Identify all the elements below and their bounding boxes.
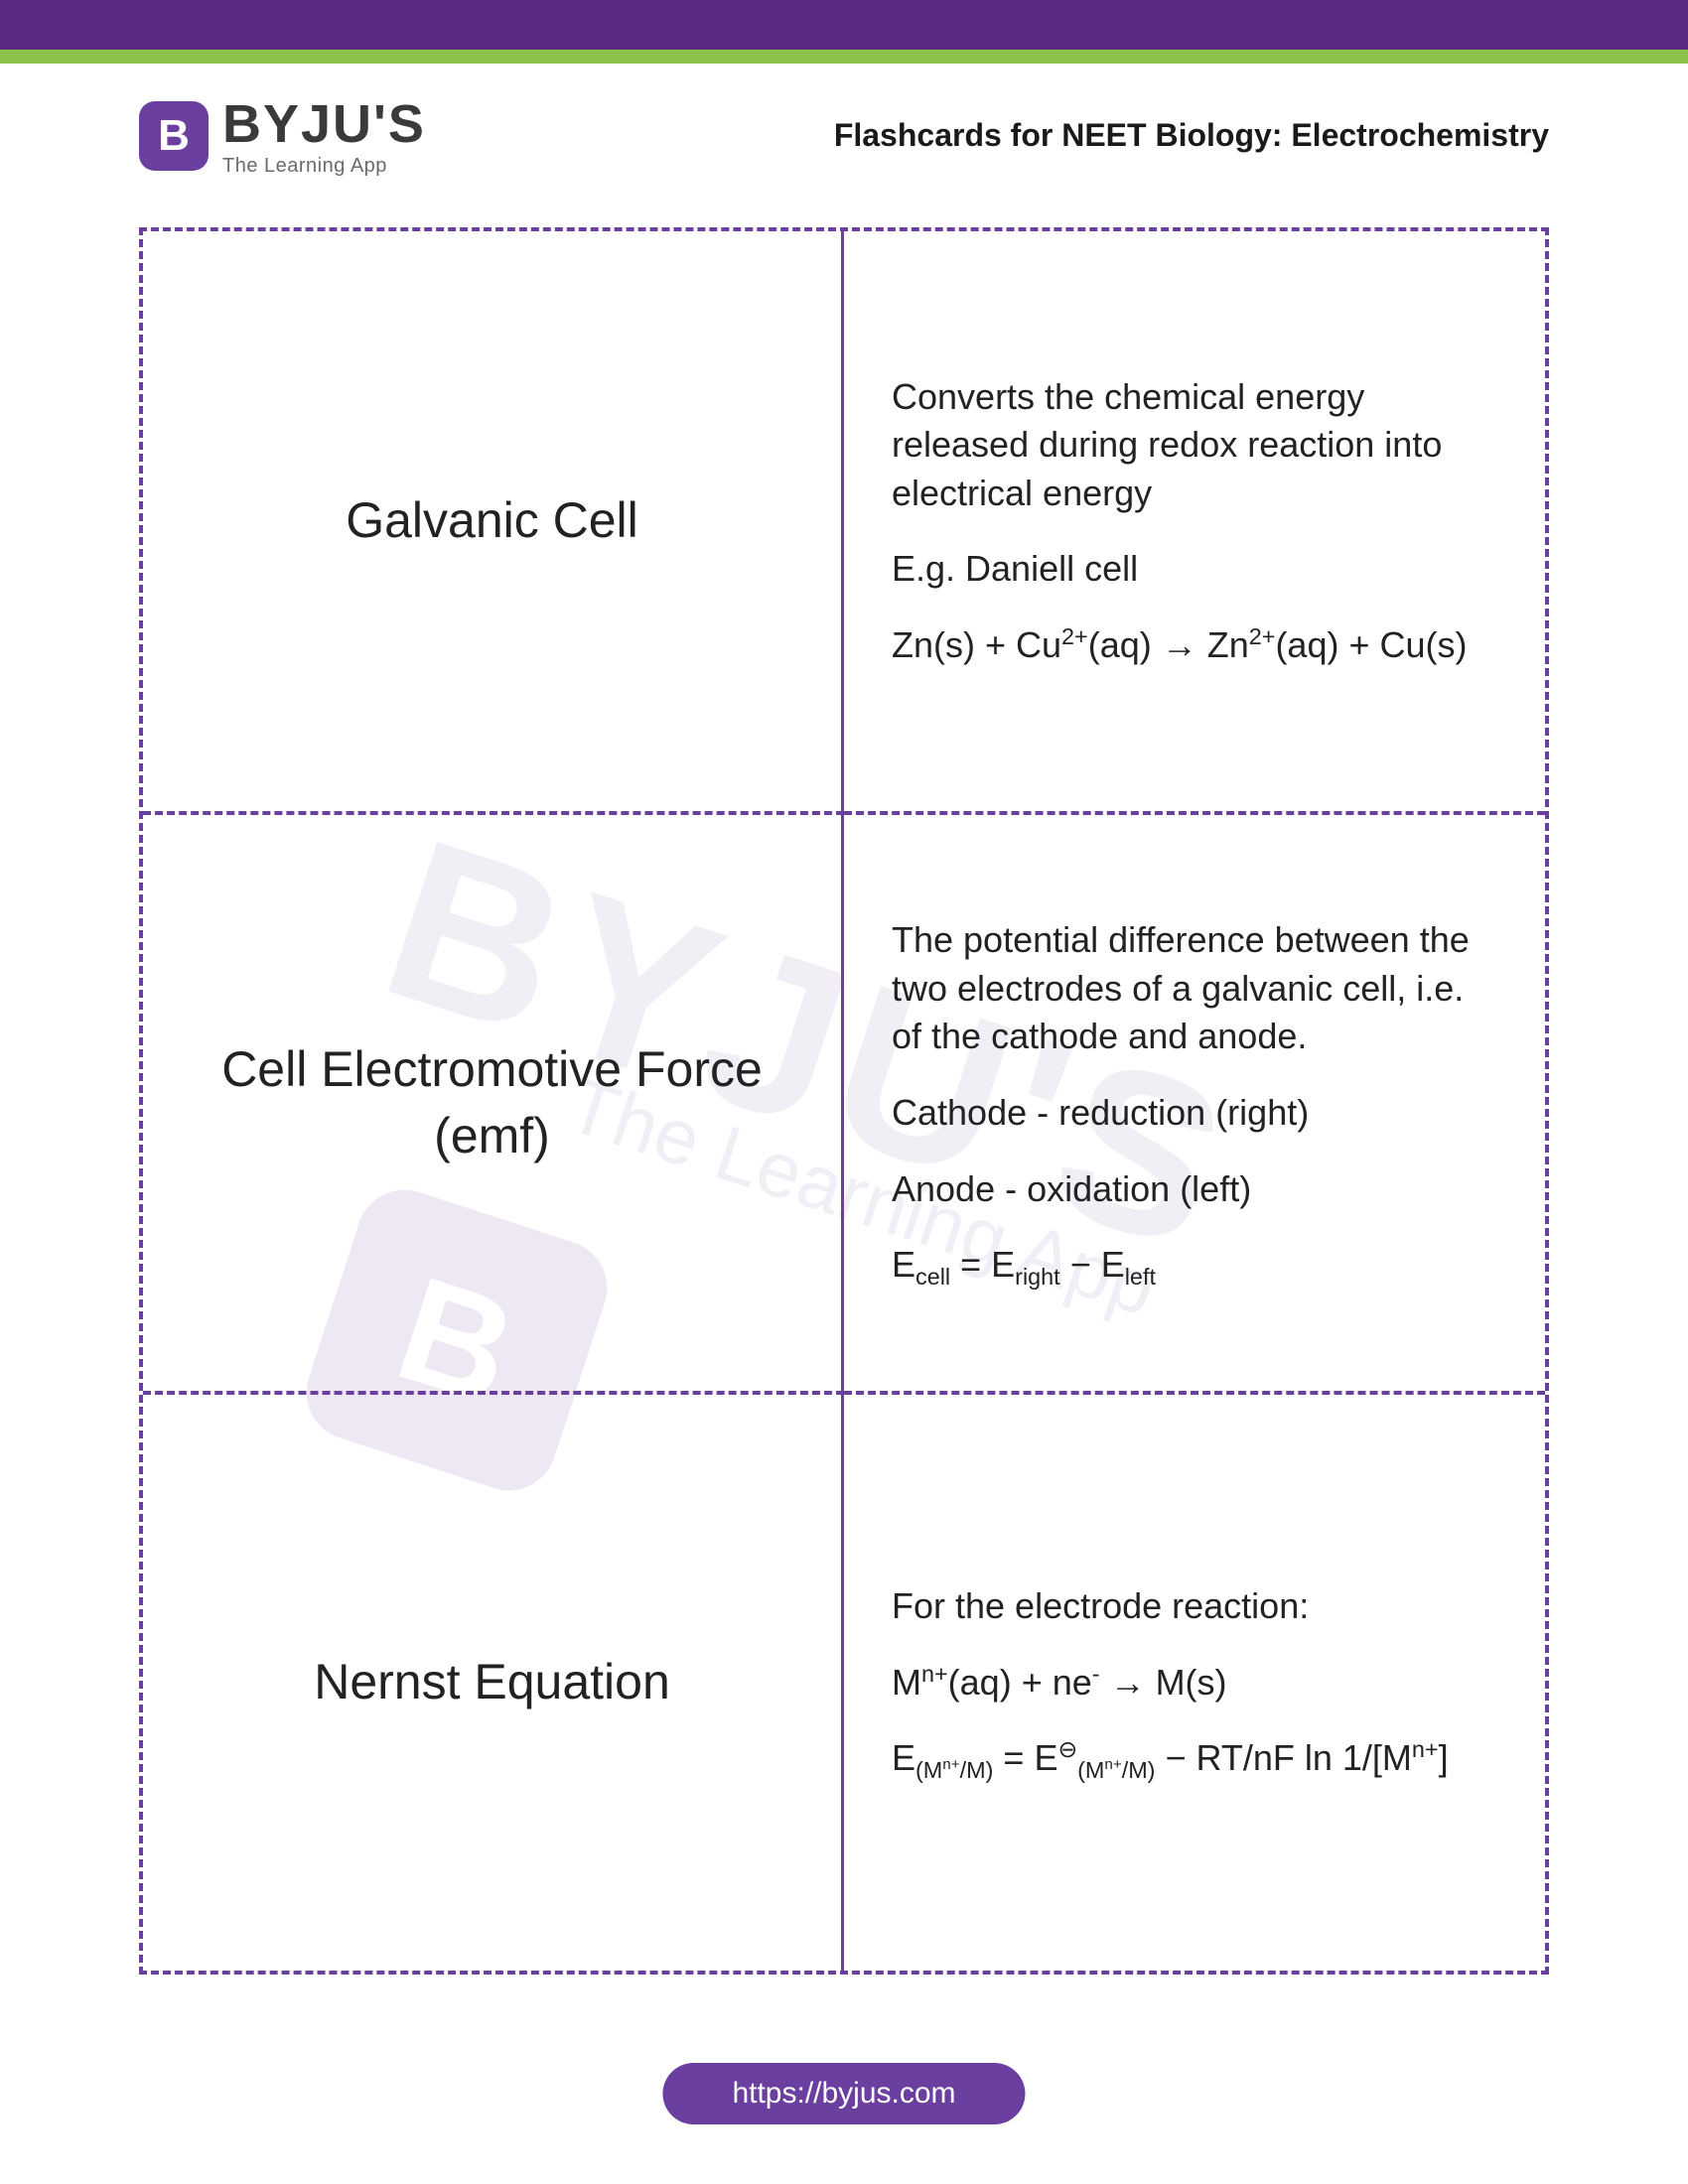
footer-url-pill: https://byjus.com — [662, 2063, 1025, 2124]
flashcard-grid: Galvanic Cell Converts the chemical ener… — [139, 227, 1549, 1975]
card-definition: Converts the chemical energy released du… — [844, 231, 1545, 811]
def-text: Ecell = Eright − Eleft — [892, 1241, 1497, 1290]
page-title: Flashcards for NEET Biology: Electrochem… — [834, 117, 1549, 154]
def-text: Mn+(aq) + ne- → M(s) — [892, 1659, 1497, 1707]
def-text: E(Mn+/M) = E⊖(Mn+/M) − RT/nF ln 1/[Mn+] — [892, 1734, 1497, 1783]
def-text: Zn(s) + Cu2+(aq) → Zn2+(aq) + Cu(s) — [892, 621, 1497, 670]
brand-tagline: The Learning App — [222, 155, 426, 178]
top-green-bar — [0, 50, 1688, 64]
header: B BYJU'S The Learning App Flashcards for… — [0, 64, 1688, 188]
def-text: For the electrode reaction: — [892, 1582, 1497, 1631]
def-text: Anode - oxidation (left) — [892, 1165, 1497, 1214]
card-term: Cell Electromotive Force (emf) — [143, 811, 844, 1391]
card-definition: The potential difference between the two… — [844, 811, 1545, 1391]
def-text: Cathode - reduction (right) — [892, 1089, 1497, 1138]
logo-badge-icon: B — [139, 101, 209, 171]
def-text: Converts the chemical energy released du… — [892, 373, 1497, 518]
top-purple-bar — [0, 0, 1688, 50]
def-text: E.g. Daniell cell — [892, 545, 1497, 594]
card-term: Nernst Equation — [143, 1391, 844, 1971]
def-text: The potential difference between the two… — [892, 916, 1497, 1061]
card-definition: For the electrode reaction: Mn+(aq) + ne… — [844, 1391, 1545, 1971]
logo-text: BYJU'S The Learning App — [222, 93, 426, 178]
brand-name: BYJU'S — [222, 93, 426, 155]
card-term: Galvanic Cell — [143, 231, 844, 811]
logo-block: B BYJU'S The Learning App — [139, 93, 426, 178]
